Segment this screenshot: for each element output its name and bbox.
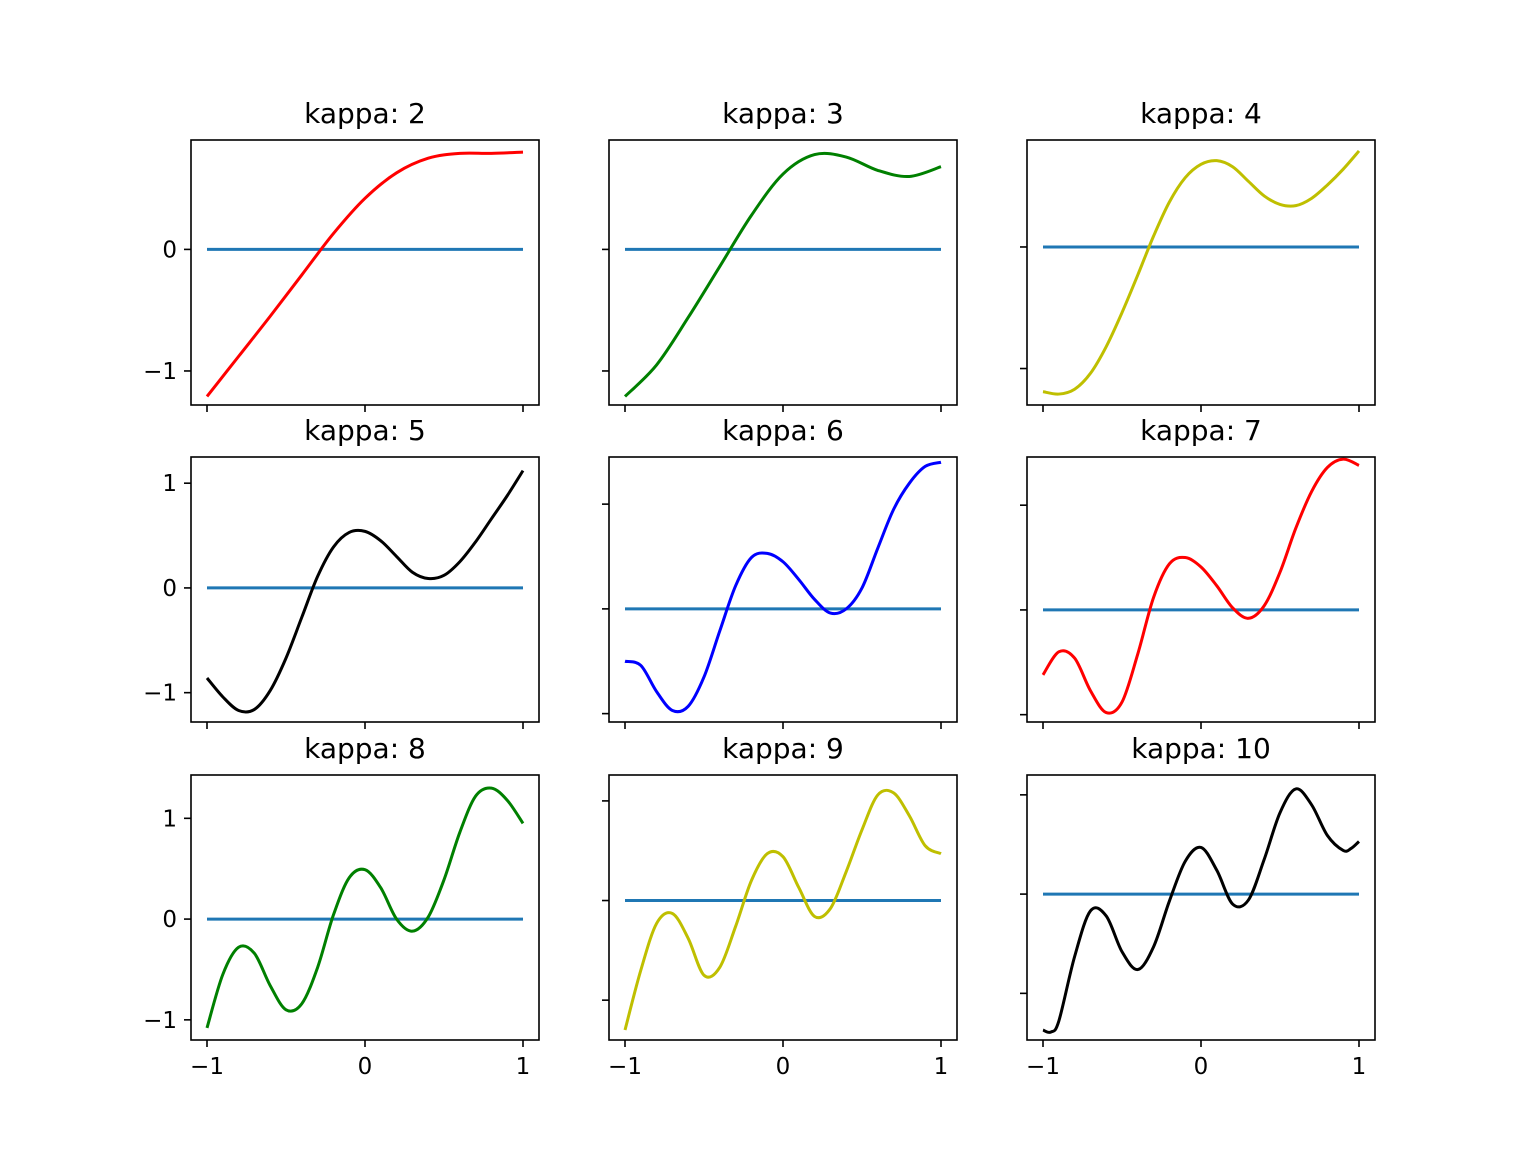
kappa-series-curve — [205, 150, 524, 398]
x-tick-label: −1 — [190, 1054, 224, 1080]
subplot-8: kappa: 9 −1 0 1 — [602, 732, 958, 1080]
y-tick-label: 1 — [162, 806, 177, 832]
x-tick-label: −1 — [1026, 1054, 1060, 1080]
x-tick-label: 0 — [1194, 1054, 1209, 1080]
subplot-6: kappa: 7 — [1020, 414, 1376, 729]
subplot-title: kappa: 7 — [1140, 414, 1262, 447]
y-tick-label: 0 — [162, 576, 177, 602]
y-tick-label: 0 — [162, 237, 177, 263]
subplot-4: kappa: 5 1 0 −1 — [143, 414, 540, 729]
kappa-series-curve — [1042, 787, 1361, 1034]
kappa-series-curve — [205, 786, 525, 1029]
kappa-series-curve — [624, 460, 942, 714]
y-tick-label: 1 — [162, 471, 177, 497]
subplot-title: kappa: 3 — [722, 97, 844, 130]
subplot-title: kappa: 8 — [304, 732, 426, 765]
subplot-title: kappa: 5 — [304, 414, 426, 447]
kappa-series-curve — [1041, 457, 1360, 715]
x-tick-label: 1 — [516, 1054, 531, 1080]
subplot-title: kappa: 2 — [304, 97, 426, 130]
subplot-9: kappa: 10 −1 0 1 — [1020, 732, 1376, 1080]
y-tick-label: −1 — [143, 681, 177, 707]
subplot-title: kappa: 6 — [722, 414, 844, 447]
subplot-5: kappa: 6 — [602, 414, 958, 729]
kappa-series-curve — [205, 469, 525, 714]
y-tick-label: −1 — [143, 359, 177, 385]
subplot-3: kappa: 4 — [1020, 97, 1376, 412]
subplot-title: kappa: 4 — [1140, 97, 1262, 130]
x-tick-label: 0 — [358, 1054, 373, 1080]
kappa-series-curve — [623, 788, 942, 1031]
subplot-7: kappa: 8 −1 0 1 1 0 −1 — [143, 732, 540, 1080]
kappa-series-curve — [1042, 149, 1361, 396]
subplot-1: kappa: 2 0 −1 — [143, 97, 540, 412]
x-tick-label: 1 — [934, 1054, 949, 1080]
x-tick-label: 0 — [776, 1054, 791, 1080]
subplot-title: kappa: 9 — [722, 732, 844, 765]
subplot-title: kappa: 10 — [1131, 732, 1271, 765]
kappa-series-curve — [623, 151, 942, 398]
x-tick-label: −1 — [608, 1054, 642, 1080]
y-tick-label: −1 — [143, 1008, 177, 1034]
subplot-2: kappa: 3 — [602, 97, 958, 412]
x-tick-label: 1 — [1352, 1054, 1367, 1080]
y-tick-label: 0 — [162, 907, 177, 933]
